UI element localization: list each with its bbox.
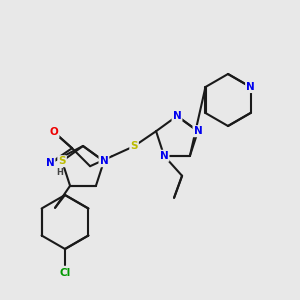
Text: N: N bbox=[172, 111, 182, 121]
Text: N: N bbox=[246, 82, 255, 92]
Text: N: N bbox=[160, 151, 168, 161]
Text: N: N bbox=[100, 156, 108, 166]
Text: S: S bbox=[130, 141, 138, 151]
Text: Cl: Cl bbox=[59, 268, 70, 278]
Text: O: O bbox=[50, 127, 58, 137]
Text: H: H bbox=[57, 168, 64, 177]
Text: N: N bbox=[46, 158, 55, 168]
Text: N: N bbox=[194, 126, 202, 136]
Text: S: S bbox=[58, 156, 66, 166]
